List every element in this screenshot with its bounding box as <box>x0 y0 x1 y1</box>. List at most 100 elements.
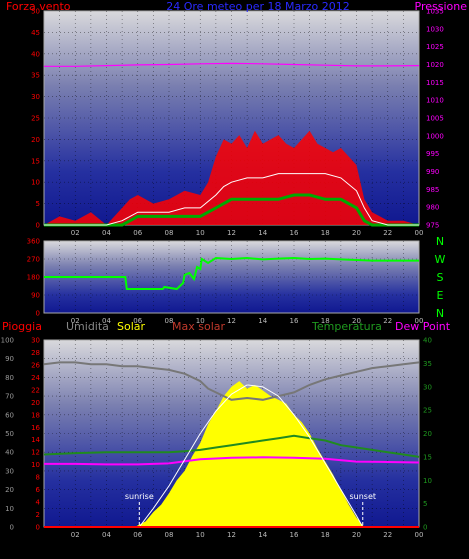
rain-tick-label: 8 <box>36 474 40 482</box>
x-tick-label: 06 <box>133 531 142 539</box>
max-solar-line <box>138 384 364 528</box>
humidity-axis-label: Umidita <box>66 320 109 333</box>
x-tick-label: 02 <box>71 531 80 539</box>
x-tick-label: 08 <box>165 531 174 539</box>
compass-label: N <box>436 307 444 320</box>
sunrise-annotation: sunrise <box>125 492 154 501</box>
pressure-tick-label: 1010 <box>426 97 444 105</box>
temperature-tick-label: 5 <box>423 500 427 508</box>
pressure-tick-label: 1005 <box>426 115 444 123</box>
humidity-tick-label: 80 <box>5 374 14 382</box>
wind-average-line <box>44 173 419 226</box>
temperature-tick-label: 10 <box>423 477 432 485</box>
temperature-axis-label: Temperatura <box>311 320 382 333</box>
rain-tick-label: 2 <box>36 511 40 519</box>
x-tick-label: 04 <box>102 229 111 237</box>
x-tick-label: 12 <box>227 531 236 539</box>
temperature-tick-label: 35 <box>423 360 432 368</box>
humidity-line <box>43 361 420 401</box>
pressure-axis-label: Pressione <box>415 0 468 13</box>
wind-pressure-chart: 02 04 06 08 10 12 14 16 18 20 22 000510152025303540… <box>6 0 467 237</box>
rain-axis-label: Pioggia <box>2 320 42 333</box>
x-tick-label: 20 <box>352 531 361 539</box>
rain-tick-label: 4 <box>36 499 41 507</box>
x-tick-label: 18 <box>321 317 330 325</box>
x-tick-label: 00 <box>415 229 424 237</box>
x-tick-label: 20 <box>352 317 361 325</box>
wind-tick-label: 35 <box>31 72 40 80</box>
wind-direction-line <box>44 256 419 291</box>
wind-tick-label: 15 <box>31 157 40 165</box>
temperature-tick-label: 25 <box>423 407 432 415</box>
x-tick-label: 00 <box>415 317 424 325</box>
rain-tick-label: 6 <box>36 486 41 494</box>
humidity-tick-label: 30 <box>5 467 14 475</box>
x-tick-label: 10 <box>196 531 205 539</box>
x-tick-label: 10 <box>196 229 205 237</box>
solar-axis-label: Solar <box>117 320 146 333</box>
x-tick-label: 22 <box>383 317 392 325</box>
x-tick-label: 06 <box>133 317 142 325</box>
pressure-tick-label: 975 <box>426 222 439 230</box>
humidity-tick-label: 100 <box>1 337 14 345</box>
x-tick-label: 04 <box>102 317 111 325</box>
x-tick-label: 08 <box>165 229 174 237</box>
wind-ticks: 02 04 06 08 10 12 14 16 18 20 22 000510152025303540… <box>31 8 444 238</box>
rain-tick-label: 10 <box>31 461 40 469</box>
solar-area <box>44 381 419 527</box>
humidity-tick-label: 60 <box>5 411 14 419</box>
wind-tick-label: 20 <box>31 136 40 144</box>
x-tick-label: 14 <box>258 531 267 539</box>
pressure-tick-label: 1000 <box>426 132 444 140</box>
x-tick-label: 16 <box>290 317 299 325</box>
x-tick-label: 22 <box>383 229 392 237</box>
wind-gust-area <box>44 130 419 225</box>
wind-tick-label: 50 <box>31 8 40 16</box>
x-tick-label: 12 <box>227 317 236 325</box>
humidity-tick-label: 90 <box>5 355 14 363</box>
pressure-tick-label: 990 <box>426 168 439 176</box>
compass-label: N <box>436 235 444 248</box>
wind-tick-label: 25 <box>31 115 40 123</box>
solar-series <box>43 361 420 528</box>
max-solar-axis-label: Max solar <box>172 320 225 333</box>
pressure-tick-label: 1015 <box>426 79 444 87</box>
solar-temp-chart: Pioggia Umidita Solar Max solar Temperat… <box>1 320 451 539</box>
pressure-tick-label: 995 <box>426 150 439 158</box>
temperature-line <box>43 434 420 458</box>
compass-label: S <box>437 271 444 284</box>
humidity-tick-label: 40 <box>5 449 14 457</box>
rain-tick-label: 12 <box>31 449 40 457</box>
wind-series <box>44 62 420 227</box>
wind-tick-label: 10 <box>31 179 40 187</box>
humidity-tick-label: 10 <box>5 505 14 513</box>
wind-tick-label: 45 <box>31 29 40 37</box>
rain-tick-label: 24 <box>31 374 40 382</box>
rain-tick-label: 30 <box>31 337 40 345</box>
temperature-tick-label: 40 <box>423 337 432 345</box>
pressure-tick-label: 1035 <box>426 8 444 16</box>
x-tick-label: 02 <box>71 229 80 237</box>
x-tick-label: 10 <box>196 317 205 325</box>
pressure-line <box>44 62 420 67</box>
x-tick-label: 16 <box>290 229 299 237</box>
x-tick-label: 02 <box>71 317 80 325</box>
temperature-tick-label: 15 <box>423 453 432 461</box>
x-tick-label: 12 <box>227 229 236 237</box>
compass-label: E <box>437 289 444 302</box>
x-tick-label: 04 <box>102 531 111 539</box>
humidity-tick-label: 50 <box>5 430 14 438</box>
wind-axis-label: Forza vento <box>6 0 71 13</box>
rain-tick-label: 14 <box>31 436 40 444</box>
solar-grid <box>44 340 419 527</box>
direction-tick-label: 90 <box>31 292 40 300</box>
rain-tick-label: 0 <box>36 524 40 532</box>
temperature-tick-label: 0 <box>423 524 427 532</box>
rain-tick-label: 26 <box>31 361 40 369</box>
wind-tick-label: 30 <box>31 93 40 101</box>
direction-tick-label: 180 <box>27 274 40 282</box>
rain-tick-label: 18 <box>31 411 40 419</box>
wind-tick-label: 0 <box>36 222 40 230</box>
rain-tick-label: 20 <box>31 399 40 407</box>
